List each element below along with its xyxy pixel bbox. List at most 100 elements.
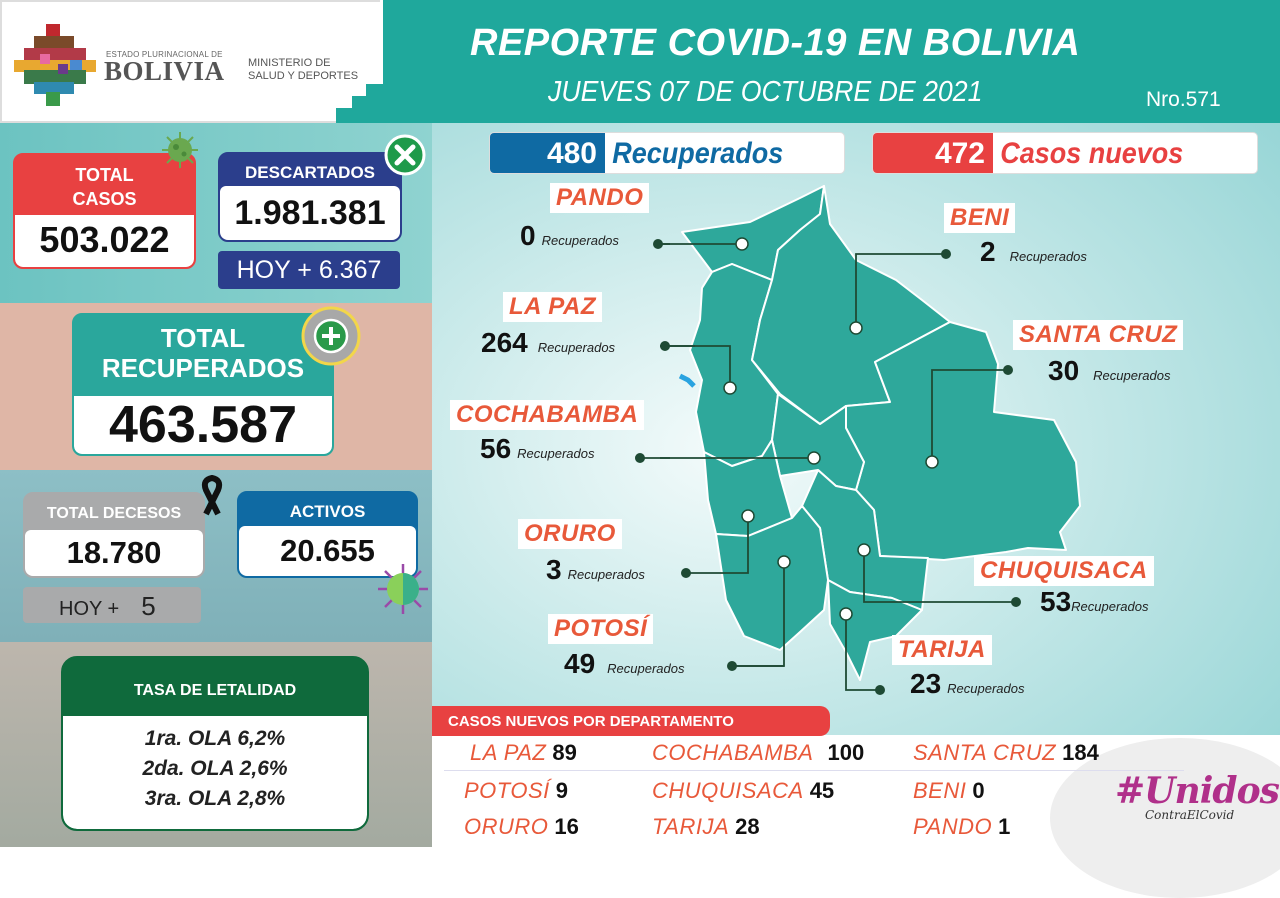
total-cases-card: TOTAL CASOS 503.022 [13, 153, 196, 269]
virus-purple-icon [378, 564, 428, 614]
dept-value: 9 [555, 778, 568, 803]
campaign-hashtag: #Unidos [1115, 770, 1280, 812]
dept-name: BENI [913, 778, 967, 803]
total-recovered-label1: TOTAL [160, 323, 246, 353]
total-cases-label2: CASOS [72, 189, 137, 209]
map-santa-cruz [845, 321, 1081, 561]
map-label-oruro: ORURO [518, 519, 622, 549]
daily-recovered-badge: 480 Recuperados [489, 132, 845, 174]
map-label-potosi: POTOSÍ [548, 614, 654, 644]
new-cases-table-title: CASOS NUEVOS POR DEPARTAMENTO [432, 706, 830, 736]
santa-cruz-recovered-value: 30 [1048, 355, 1080, 386]
lethality-rate-card: TASA DE LETALIDAD 1ra. OLA 6,2% 2da. OLA… [61, 656, 369, 831]
dept-value: 28 [735, 814, 760, 839]
map-recovered-beni: 2 Recuperados [980, 236, 1087, 268]
dept-value: 184 [1062, 740, 1099, 765]
lethality-rate-label: TASA DE LETALIDAD [133, 682, 297, 699]
lethality-wave-3: 3ra. OLA 2,8% [144, 787, 286, 810]
map-label-santa-cruz: SANTA CRUZ [1013, 320, 1184, 350]
discarded-value: 1.981.381 [220, 186, 400, 240]
table-row-santa-cruz: SANTA CRUZ 184 [913, 740, 1099, 766]
table-row-cochabamba: COCHABAMBA 100 [652, 740, 864, 766]
ministry-line2: SALUD Y DEPORTES [248, 70, 359, 82]
report-number: Nro.571 [1146, 88, 1221, 111]
map-oruro [703, 439, 793, 537]
cochabamba-recovered-label: Recuperados [517, 446, 595, 461]
pando-recovered-value: 0 [520, 220, 536, 251]
total-deaths-value: 18.780 [25, 530, 203, 576]
total-cases-label1: TOTAL [75, 165, 134, 185]
total-deaths-label: TOTAL DECESOS [46, 505, 182, 522]
logo-bolivia-text: BOLIVIA [104, 56, 225, 86]
deaths-today: HOY + 5 [23, 587, 201, 623]
dept-value: 89 [552, 740, 577, 765]
chuquisaca-recovered-label: Recuperados [1071, 599, 1149, 614]
lethality-wave-2: 2da. OLA 2,6% [142, 757, 288, 780]
oruro-recovered-value: 3 [546, 554, 562, 585]
beni-recovered-label: Recuperados [1009, 249, 1087, 264]
ministry-line1: MINISTERIO DE [248, 57, 331, 69]
dept-name: PANDO [913, 814, 993, 839]
map-label-la-paz: LA PAZ [503, 292, 602, 322]
dept-name: LA PAZ [470, 740, 547, 765]
close-x-icon [384, 134, 426, 176]
map-recovered-potosi: 49 Recuperados [564, 648, 684, 680]
dept-value: 16 [554, 814, 579, 839]
logo-small-text: ESTADO PLURINACIONAL DE [106, 50, 223, 59]
chuquisaca-recovered-value: 53 [1040, 586, 1072, 617]
dept-name: POTOSÍ [464, 778, 550, 803]
active-cases-card: ACTIVOS 20.655 [237, 491, 418, 578]
dept-name: SANTA CRUZ [913, 740, 1057, 765]
total-recovered-value: 463.587 [74, 396, 332, 454]
active-cases-value: 20.655 [239, 526, 416, 576]
pando-recovered-label: Recuperados [541, 233, 619, 248]
discarded-label: DESCARTADOS [244, 163, 376, 182]
active-cases-label: ACTIVOS [289, 502, 366, 521]
plus-circle-icon [301, 306, 361, 366]
total-recovered-label2: RECUPERADOS [101, 353, 305, 383]
mourning-ribbon-icon [201, 475, 223, 516]
bolivia-emblem-icon [14, 24, 96, 106]
table-row-la-paz: LA PAZ 89 [470, 740, 577, 766]
map-label-chuquisaca: CHUQUISACA [974, 556, 1154, 586]
daily-recovered-label: Recuperados [612, 137, 784, 170]
map-recovered-la-paz: 264 Recuperados [481, 327, 615, 359]
header-banner [380, 0, 1280, 123]
table-row-oruro: ORURO 16 [464, 814, 579, 840]
potosi-recovered-value: 49 [564, 648, 596, 679]
beni-recovered-value: 2 [980, 236, 996, 267]
la-paz-recovered-value: 264 [481, 327, 528, 358]
campaign-subtitle: ContraElCovid [1145, 808, 1235, 822]
tarija-recovered-value: 23 [910, 668, 942, 699]
map-recovered-cochabamba: 56 Recuperados [480, 433, 594, 465]
potosi-recovered-label: Recuperados [607, 661, 685, 676]
dept-value: 100 [827, 740, 865, 765]
map-label-cochabamba: COCHABAMBA [450, 400, 645, 430]
map-label-pando: PANDO [550, 183, 650, 213]
ministry-name: MINISTERIO DE SALUD Y DEPORTES [248, 57, 358, 83]
total-recovered-card: TOTAL RECUPERADOS 463.587 [72, 313, 334, 456]
dept-name: ORURO [464, 814, 549, 839]
daily-recovered-value: 480 [490, 133, 605, 173]
table-row-tarija: TARIJA 28 [652, 814, 760, 840]
map-recovered-santa-cruz: 30 Recuperados [1048, 355, 1170, 387]
map-potosi [715, 505, 829, 651]
map-recovered-chuquisaca: 53Recuperados [1040, 586, 1148, 618]
discarded-today: HOY + 6.367 [218, 251, 400, 289]
daily-new-cases-value: 472 [873, 133, 993, 173]
discarded-today-value: 6.367 [318, 256, 382, 284]
map-cochabamba [771, 393, 865, 491]
dept-value: 1 [998, 814, 1011, 839]
dept-value: 0 [972, 778, 985, 803]
deaths-today-label: HOY + [59, 598, 120, 620]
map-recovered-pando: 0 Recuperados [520, 220, 619, 252]
unidos-campaign-logo: #Unidos ContraElCovid [1115, 770, 1280, 822]
santa-cruz-recovered-label: Recuperados [1093, 368, 1171, 383]
table-row-beni: BENI 0 [913, 778, 985, 804]
map-label-tarija: TARIJA [892, 635, 992, 665]
dept-name: CHUQUISACA [652, 778, 804, 803]
oruro-recovered-label: Recuperados [567, 567, 645, 582]
bolivia-map [660, 185, 1081, 691]
deaths-today-value: 5 [141, 591, 156, 621]
discarded-today-label: HOY + [236, 256, 312, 284]
